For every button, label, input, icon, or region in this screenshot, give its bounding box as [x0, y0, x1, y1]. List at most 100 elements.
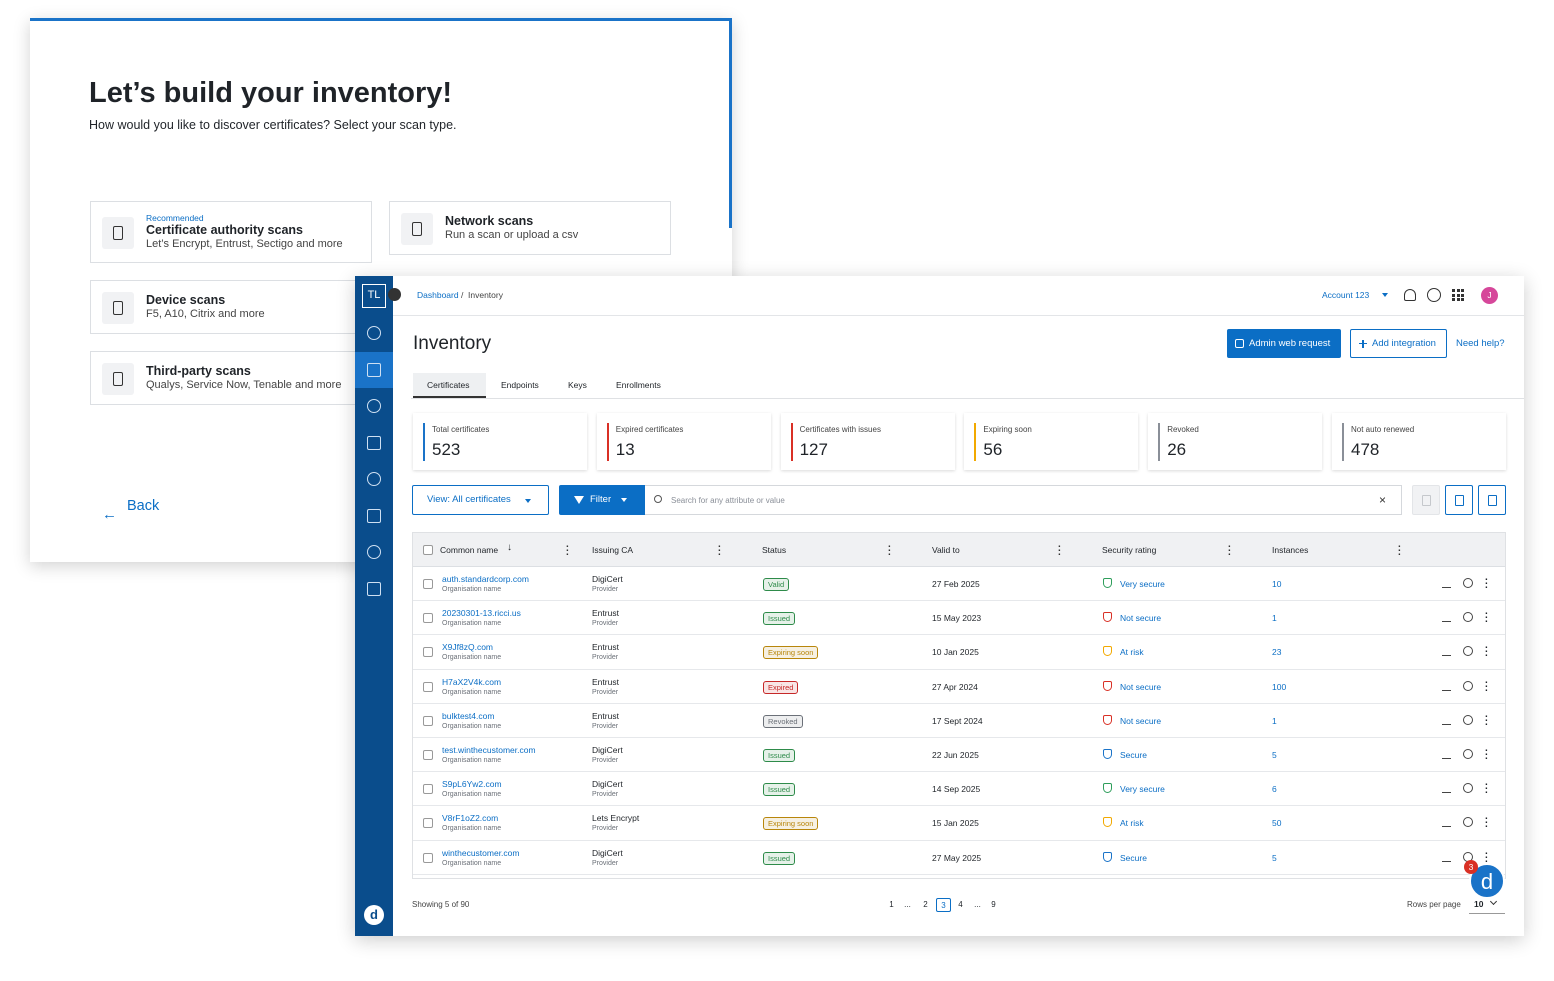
instances[interactable]: 5 — [1272, 852, 1277, 863]
instances[interactable]: 50 — [1272, 818, 1282, 829]
view-button[interactable]: View: All certificates — [412, 485, 549, 515]
toolbar-button[interactable] — [1478, 485, 1506, 515]
common-name[interactable]: winthecustomer.com — [442, 847, 520, 858]
instances[interactable]: 6 — [1272, 784, 1277, 795]
download-icon[interactable] — [1442, 817, 1451, 828]
info-icon[interactable] — [1463, 612, 1473, 623]
row-menu[interactable]: ... — [1485, 606, 1488, 626]
checkbox[interactable] — [423, 750, 433, 760]
download-icon[interactable] — [1442, 612, 1451, 623]
page-item[interactable]: ... — [904, 900, 911, 909]
tab[interactable]: Certificates — [413, 373, 486, 398]
column-menu[interactable]: ... — [1228, 539, 1231, 558]
secondary-button[interactable]: Add integration — [1350, 329, 1447, 358]
info-icon[interactable] — [1463, 714, 1473, 725]
column-header[interactable]: Issuing CA — [592, 545, 634, 555]
checkbox[interactable] — [423, 545, 433, 555]
chat-button[interactable]: d — [1469, 863, 1505, 899]
page-item[interactable]: 4 — [958, 900, 963, 909]
scan-option[interactable]: Network scans Run a scan or upload a csv — [389, 201, 671, 255]
help-icon[interactable] — [1427, 288, 1441, 302]
instances[interactable]: 100 — [1272, 681, 1287, 692]
search-box[interactable]: Search for any attribute or value × — [645, 485, 1402, 515]
checkbox[interactable] — [423, 852, 433, 863]
checkbox[interactable] — [423, 681, 433, 692]
back-link[interactable]: Back — [127, 498, 160, 514]
common-name[interactable]: bulktest4.com — [442, 710, 495, 721]
info-icon[interactable] — [1463, 646, 1473, 657]
apps-icon[interactable] — [1452, 289, 1464, 301]
instances[interactable]: 10 — [1272, 579, 1282, 589]
row-menu[interactable]: ... — [1485, 811, 1488, 831]
column-menu[interactable]: ... — [718, 539, 721, 558]
common-name[interactable]: V8rF1oZ2.com — [442, 813, 499, 824]
toolbar-button[interactable] — [1445, 485, 1473, 515]
checkbox[interactable] — [423, 715, 433, 726]
row-menu[interactable]: ... — [1485, 743, 1488, 762]
scan-option[interactable]: Recommended Certificate authority scans Le… — [90, 201, 372, 263]
rows-per-page[interactable]: 10 — [1469, 894, 1505, 914]
common-name[interactable]: S9pL6Yw2.com — [442, 779, 502, 790]
checkbox[interactable] — [423, 647, 433, 658]
scan-option[interactable]: Device scans F5, A10, Citrix and more — [90, 280, 372, 334]
download-icon[interactable] — [1442, 715, 1451, 725]
sidebar-icon[interactable] — [367, 509, 381, 523]
download-icon[interactable] — [1442, 646, 1451, 657]
sidebar-icon[interactable] — [367, 326, 381, 340]
bell-icon[interactable] — [1404, 289, 1416, 301]
info-icon[interactable] — [1463, 578, 1473, 588]
column-menu[interactable]: ... — [1398, 539, 1401, 558]
avatar[interactable]: J — [1481, 287, 1498, 304]
download-icon[interactable] — [1442, 783, 1451, 794]
checkbox[interactable] — [423, 784, 433, 795]
column-menu[interactable]: ... — [566, 539, 569, 558]
checkbox[interactable] — [423, 818, 433, 829]
common-name[interactable]: H7aX2V4k.com — [442, 676, 502, 687]
info-icon[interactable] — [1463, 783, 1473, 794]
download-icon[interactable] — [1442, 749, 1451, 759]
download-icon[interactable] — [1442, 852, 1451, 862]
row-menu[interactable]: ... — [1485, 572, 1488, 591]
info-icon[interactable] — [1463, 749, 1473, 759]
instances[interactable]: 23 — [1272, 647, 1282, 658]
download-icon[interactable] — [1442, 681, 1451, 691]
sidebar-icon[interactable] — [367, 436, 381, 450]
page-item[interactable]: 3 — [936, 898, 951, 912]
column-menu[interactable]: ... — [1058, 539, 1061, 558]
common-name[interactable]: X9Jf8zQ.com — [442, 642, 494, 653]
checkbox[interactable] — [423, 613, 433, 624]
primary-button[interactable]: Admin web request — [1227, 329, 1341, 358]
column-header[interactable]: Common name — [440, 545, 499, 555]
instances[interactable]: 1 — [1272, 715, 1277, 726]
column-header[interactable]: Security rating — [1102, 545, 1157, 555]
row-menu[interactable]: ... — [1485, 777, 1488, 797]
column-header[interactable]: Status — [762, 545, 787, 555]
help-link[interactable]: Need help? — [1456, 338, 1505, 349]
sidebar-icon[interactable] — [367, 472, 381, 486]
sidebar-icon[interactable] — [367, 545, 381, 559]
common-name[interactable]: test.winthecustomer.com — [442, 745, 536, 755]
scan-option[interactable]: Third-party scans Qualys, Service Now, Te… — [90, 351, 372, 405]
page-item[interactable]: ... — [974, 900, 981, 909]
account-menu[interactable]: Account 123 — [1322, 290, 1370, 300]
page-item[interactable]: 1 — [889, 900, 894, 909]
sidebar-icon[interactable] — [367, 582, 381, 596]
common-name[interactable]: 20230301-13.ricci.us — [442, 608, 521, 619]
tab[interactable]: Keys — [568, 373, 587, 398]
row-menu[interactable]: ... — [1485, 640, 1488, 660]
sidebar-icon[interactable] — [367, 363, 381, 377]
page-item[interactable]: 2 — [923, 900, 928, 909]
sidebar-icon[interactable] — [367, 399, 381, 413]
info-icon[interactable] — [1463, 817, 1473, 828]
info-icon[interactable] — [1463, 680, 1473, 691]
row-menu[interactable]: ... — [1485, 708, 1488, 728]
toolbar-button[interactable] — [1412, 485, 1440, 515]
column-menu[interactable]: ... — [888, 539, 891, 558]
row-menu[interactable]: ... — [1485, 845, 1488, 865]
checkbox[interactable] — [423, 579, 433, 589]
row-menu[interactable]: ... — [1485, 674, 1488, 694]
tab[interactable]: Endpoints — [501, 373, 539, 398]
download-icon[interactable] — [1442, 578, 1451, 588]
tab[interactable]: Enrollments — [616, 373, 661, 398]
column-header[interactable]: Valid to — [932, 545, 960, 555]
